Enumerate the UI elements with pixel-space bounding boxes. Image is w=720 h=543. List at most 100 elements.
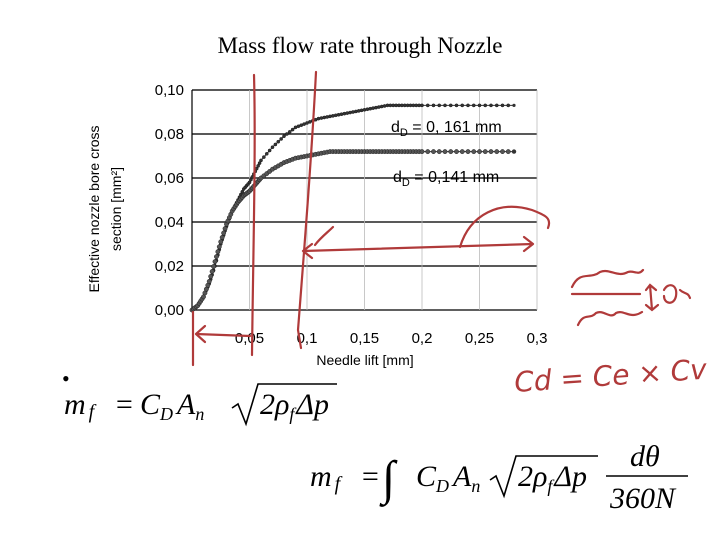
marker-line-left xyxy=(250,73,256,357)
data-point xyxy=(240,189,245,194)
data-point xyxy=(215,249,221,255)
arrow-middle-range xyxy=(301,235,535,260)
data-point xyxy=(221,230,227,236)
bracket-mark xyxy=(644,283,660,312)
data-point xyxy=(494,103,499,108)
data-point xyxy=(206,278,212,284)
data-point xyxy=(466,103,470,108)
data-point xyxy=(342,111,347,116)
scribble-bottom xyxy=(576,310,644,327)
data-point xyxy=(465,149,471,155)
y-tick-label: 0,00 xyxy=(155,302,184,319)
data-point xyxy=(354,109,358,114)
data-point xyxy=(459,149,465,155)
data-point xyxy=(333,113,338,118)
legend-entry-2: dD = 0,141 mm xyxy=(393,169,499,189)
data-point xyxy=(419,149,425,155)
data-point xyxy=(431,149,436,155)
handwritten-annotations xyxy=(191,70,692,367)
data-point xyxy=(279,137,283,141)
data-point xyxy=(285,132,289,136)
data-point xyxy=(454,149,459,155)
data-point xyxy=(276,139,281,144)
data-point xyxy=(331,114,335,118)
data-point xyxy=(482,149,488,155)
data-point xyxy=(477,103,482,108)
svg-text:=: = xyxy=(114,388,134,421)
data-point xyxy=(214,254,219,260)
bullet-point: • xyxy=(62,366,70,391)
data-point xyxy=(319,116,324,120)
y-tick-label: 0,10 xyxy=(155,82,184,99)
svg-text:mf: mf xyxy=(310,460,343,495)
x-tick-label: 0,05 xyxy=(235,330,264,347)
data-point xyxy=(359,108,364,113)
data-point xyxy=(425,149,431,155)
series-group xyxy=(189,103,517,313)
data-point xyxy=(442,149,448,155)
tick-labels: 0,00 0,02 0,04 0,06 0,08 0,10 0,05 0,1 0,15 0,2 0,… xyxy=(155,82,548,347)
data-point xyxy=(336,112,341,117)
y-tick-label: 0,02 xyxy=(155,258,184,275)
data-point xyxy=(365,107,370,112)
data-point xyxy=(477,149,482,155)
data-point xyxy=(267,148,272,153)
data-point xyxy=(443,103,447,108)
data-point xyxy=(356,109,361,113)
legend-entry-1: dD = 0, 161 mm xyxy=(391,119,502,139)
data-point xyxy=(489,103,493,108)
y-tick-label: 0,04 xyxy=(155,214,184,231)
sqrt-sign-1 xyxy=(231,383,337,427)
data-point xyxy=(377,105,381,109)
data-point xyxy=(209,269,215,274)
slide-title: Mass flow rate through Nozzle xyxy=(217,33,503,58)
data-point xyxy=(345,111,350,115)
data-point xyxy=(371,106,375,110)
small-hook xyxy=(313,225,335,247)
data-point xyxy=(290,127,295,132)
data-point xyxy=(460,103,465,108)
data-point xyxy=(222,226,228,232)
data-point xyxy=(382,104,387,108)
handwritten-formula: Cd = Ce × Cv xyxy=(513,353,708,399)
x-tick-label: 0,2 xyxy=(412,330,433,347)
x-axis-label: Needle lift [mm] xyxy=(316,352,413,368)
data-point xyxy=(328,114,332,119)
data-point xyxy=(287,129,292,134)
data-point xyxy=(257,161,262,165)
data-point xyxy=(256,164,260,168)
svg-text:=: = xyxy=(360,460,380,493)
data-point xyxy=(454,103,459,108)
y-tick-label: 0,08 xyxy=(155,126,184,143)
data-point xyxy=(282,134,286,138)
y-tick-label: 0,06 xyxy=(155,170,184,187)
data-point xyxy=(488,149,494,155)
data-point xyxy=(368,106,373,111)
data-point xyxy=(500,149,505,155)
data-point xyxy=(212,259,218,264)
curl-annotation xyxy=(458,205,551,249)
data-point xyxy=(448,149,454,155)
data-point xyxy=(471,149,477,155)
data-point xyxy=(270,145,275,149)
data-point xyxy=(247,180,252,185)
data-point xyxy=(339,112,344,116)
grid xyxy=(191,89,538,311)
data-point xyxy=(511,149,517,154)
arrow-left-range xyxy=(194,324,252,344)
delta-mark xyxy=(662,284,692,304)
x-tick-label: 0,3 xyxy=(527,330,548,347)
data-point xyxy=(322,115,327,120)
data-point xyxy=(431,103,436,108)
marker-line-right xyxy=(296,70,318,350)
data-point xyxy=(325,115,329,119)
data-point xyxy=(316,116,321,121)
data-point xyxy=(483,103,488,108)
data-point xyxy=(216,244,222,250)
svg-text:2ρfΔp: 2ρfΔp xyxy=(518,460,587,496)
data-point xyxy=(259,158,263,163)
